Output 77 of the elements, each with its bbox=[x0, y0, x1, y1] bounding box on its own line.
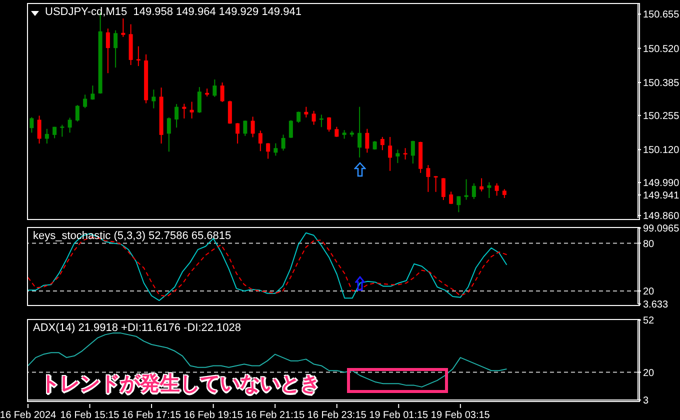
candlestick bbox=[174, 104, 179, 128]
y-tick-label: 150.520 bbox=[643, 44, 680, 55]
candlestick bbox=[90, 85, 95, 100]
candlestick bbox=[441, 177, 446, 201]
x-tick-label: 19 Feb 03:15 bbox=[430, 410, 490, 420]
x-tick-label: 16 Feb 15:15 bbox=[60, 410, 120, 420]
candlestick bbox=[472, 182, 476, 200]
candlestick bbox=[380, 136, 384, 151]
candlestick bbox=[358, 106, 362, 158]
candlestick bbox=[68, 117, 72, 134]
candlestick bbox=[464, 178, 468, 200]
y-tick-label: 3 bbox=[643, 396, 649, 407]
candlestick bbox=[37, 115, 42, 144]
x-tick-label: 19 Feb 01:15 bbox=[369, 410, 429, 420]
y-tick-label: 149.941 bbox=[643, 190, 680, 202]
candlestick bbox=[494, 182, 499, 196]
candlestick bbox=[60, 124, 64, 138]
candlestick bbox=[220, 82, 224, 103]
y-tick-label: 80 bbox=[643, 238, 655, 250]
y-tick-label: 52 bbox=[643, 316, 655, 327]
candlestick bbox=[281, 134, 286, 152]
chart-title: ADX(14) 21.9918 +DI:11.6176 -DI:22.1028 bbox=[32, 322, 242, 334]
candlestick bbox=[114, 30, 118, 68]
candlestick bbox=[121, 18, 126, 38]
y-tick-label: 150.120 bbox=[643, 145, 680, 156]
x-tick-label: 16 Feb 2024 bbox=[0, 410, 57, 420]
candlestick bbox=[487, 182, 492, 198]
candlestick bbox=[480, 178, 484, 192]
x-tick-label: 16 Feb 17:15 bbox=[122, 410, 182, 420]
candlestick bbox=[190, 101, 194, 119]
x-tick-label: 16 Feb 21:15 bbox=[246, 410, 305, 420]
candlestick bbox=[334, 126, 339, 138]
candlestick bbox=[166, 116, 171, 152]
candlestick bbox=[250, 116, 255, 138]
candlestick bbox=[228, 100, 232, 124]
y-tick-label: 149.860 bbox=[643, 211, 680, 222]
x-tick-label: 16 Feb 23:15 bbox=[307, 410, 367, 420]
candlestick bbox=[152, 89, 156, 109]
y-tick-label: 150.255 bbox=[643, 110, 680, 122]
candlestick bbox=[75, 104, 80, 122]
candlestick bbox=[266, 142, 270, 160]
candlestick bbox=[449, 191, 454, 205]
y-tick-label: 20 bbox=[643, 286, 655, 298]
y-tick-label: 149.990 bbox=[643, 178, 680, 190]
candlestick bbox=[456, 196, 461, 213]
candlestick bbox=[182, 103, 186, 119]
candlestick bbox=[327, 116, 332, 132]
y-tick-label: 20 bbox=[643, 368, 655, 379]
candlestick bbox=[274, 142, 278, 156]
candlestick bbox=[365, 128, 370, 154]
annotation: トレンドが発生していないとき bbox=[40, 370, 320, 397]
candlestick bbox=[304, 106, 308, 118]
y-tick-label: 99.0965 bbox=[643, 224, 680, 235]
candlestick bbox=[236, 122, 240, 144]
chart-title: USDJPY-cd,M15 149.958 149.964 149.929 149.941 bbox=[44, 6, 302, 18]
candlestick bbox=[197, 86, 202, 114]
candlestick bbox=[212, 78, 217, 98]
candlestick bbox=[30, 116, 34, 134]
y-tick-label: 150.655 bbox=[643, 10, 680, 21]
candlestick bbox=[106, 28, 110, 74]
candlestick bbox=[396, 149, 400, 164]
candlestick bbox=[288, 120, 293, 138]
candlestick bbox=[403, 148, 408, 160]
candlestick bbox=[312, 110, 316, 126]
y-tick-label: 3.633 bbox=[643, 300, 668, 311]
candlestick bbox=[243, 120, 248, 136]
candlestick bbox=[426, 164, 430, 192]
candlestick bbox=[44, 128, 49, 144]
candlestick bbox=[83, 94, 88, 109]
candlestick bbox=[136, 46, 140, 67]
candlestick bbox=[258, 130, 262, 152]
y-tick-label: 150.385 bbox=[643, 78, 680, 90]
candlestick bbox=[388, 136, 392, 172]
candlestick bbox=[410, 140, 415, 164]
x-tick-label: 16 Feb 19:15 bbox=[184, 410, 244, 420]
candlestick bbox=[296, 111, 301, 124]
candlestick bbox=[434, 175, 438, 192]
